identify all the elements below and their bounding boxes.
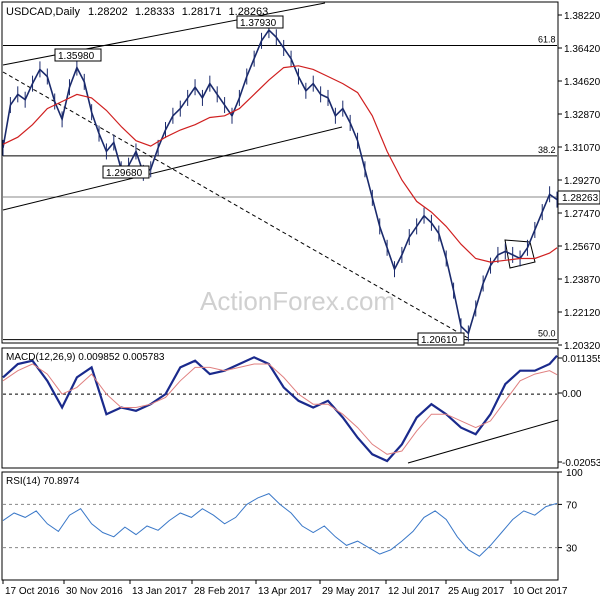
watermark: ActionForex.com <box>200 286 395 316</box>
rsi-panel: RSI(14) 70.8974 100 70 30 <box>1 468 583 581</box>
price-annotation-box <box>417 332 465 346</box>
rsi-y-tick-label: 70 <box>566 500 578 511</box>
fib-label: 61.8 <box>538 34 556 44</box>
price-annotations: 1.37930 1.35980 1.29680 1.20610 <box>54 15 465 346</box>
price-y-tick-label: 1.36420 <box>564 44 600 55</box>
price-y-tick-label: 1.23870 <box>564 275 600 286</box>
price-title: USDCAD,Daily 1.28202 1.28333 1.28171 1.2… <box>6 6 268 18</box>
price-y-tick-label: 1.20320 <box>564 341 600 352</box>
macd-y-tick-label: 0.00 <box>562 389 582 400</box>
macd-panel-frame <box>1 347 559 469</box>
current-price-tag: 1.28263 <box>557 190 600 205</box>
rsi-panel-frame <box>1 471 559 581</box>
rsi-line <box>2 493 558 557</box>
price-annotation-label: 1.35980 <box>58 51 95 62</box>
price-y-tick-label: 1.22120 <box>564 308 600 319</box>
price-annotation-label: 1.37930 <box>240 18 277 29</box>
macd-panel: MACD(12,26,9) 0.009852 0.005783 0.011355… <box>1 347 600 469</box>
ohlc-close: 1.28263 <box>229 6 269 18</box>
price-panel: 61.8 38.2 50.0 ActionForex.com 1.37930 1.35… <box>1 1 600 352</box>
rsi-y-tick-label: 100 <box>566 468 583 479</box>
symbol-label: USDCAD,Daily <box>6 6 80 18</box>
price-y-tick-label: 1.27470 <box>564 209 600 220</box>
price-fib-lines: 61.8 38.2 50.0 <box>3 34 557 341</box>
lower-channel-line <box>2 126 343 211</box>
price-annotation-box <box>102 165 150 179</box>
price-annotation-label: 1.20610 <box>421 335 458 346</box>
macd-y-axis: 0.011355 0.00 -0.020531 <box>558 354 600 469</box>
ohlc-low: 1.28171 <box>182 6 222 18</box>
flag-pattern <box>504 239 536 269</box>
price-annotation-label: 1.29680 <box>106 168 143 179</box>
price-annotation-box <box>236 15 284 29</box>
macd-line <box>2 354 558 463</box>
x-tick-label: 13 Jan 2017 <box>132 586 187 597</box>
price-y-tick-label: 1.29270 <box>564 176 600 187</box>
x-tick-label: 13 Apr 2017 <box>258 586 312 597</box>
moving-average-line <box>2 65 558 263</box>
macd-series <box>2 354 558 463</box>
price-y-tick-label: 1.34620 <box>564 77 600 88</box>
price-annotation-box <box>54 48 102 62</box>
price-y-tick-label: 1.25670 <box>564 242 600 253</box>
price-line <box>2 28 558 335</box>
current-price-label: 1.28263 <box>562 193 599 204</box>
x-tick-label: 10 Oct 2017 <box>513 586 568 597</box>
price-y-tick-label: 1.38220 <box>564 11 600 22</box>
current-price-box <box>557 190 600 205</box>
signal-line <box>2 363 558 455</box>
price-y-tick-label: 1.31070 <box>564 143 600 154</box>
ohlc-high: 1.28333 <box>135 6 175 18</box>
x-tick-label: 12 Jul 2017 <box>388 586 440 597</box>
macd-trend-line <box>407 419 559 464</box>
fib-label: 38.2 <box>538 145 556 155</box>
ohlc-open: 1.28202 <box>88 6 128 18</box>
macd-title: MACD(12,26,9) 0.009852 0.005783 <box>6 352 165 363</box>
price-y-axis: 1.38220 1.36420 1.34620 1.32870 1.31070 1.292… <box>558 11 600 352</box>
dashed-trend-line <box>2 71 469 339</box>
rsi-series <box>2 493 558 557</box>
x-tick-label: 30 Nov 2016 <box>66 586 123 597</box>
x-tick-label: 17 Oct 2016 <box>5 586 60 597</box>
price-y-tick-label: 1.32870 <box>564 110 600 121</box>
price-series <box>2 22 558 342</box>
price-panel-frame <box>1 1 559 344</box>
rsi-title: RSI(14) 70.8974 <box>6 476 80 487</box>
rsi-y-tick-label: 30 <box>566 544 578 555</box>
x-axis: 17 Oct 2016 30 Nov 2016 13 Jan 2017 28 Feb … <box>2 580 568 597</box>
x-tick-label: 29 May 2017 <box>322 586 380 597</box>
rsi-y-axis: 100 70 30 <box>558 468 583 555</box>
macd-y-tick-label: -0.020531 <box>562 458 600 469</box>
x-tick-label: 28 Feb 2017 <box>194 586 251 597</box>
fib-label: 50.0 <box>538 329 556 339</box>
macd-y-tick-label: 0.011355 <box>562 354 600 365</box>
x-tick-label: 25 Aug 2017 <box>448 586 505 597</box>
